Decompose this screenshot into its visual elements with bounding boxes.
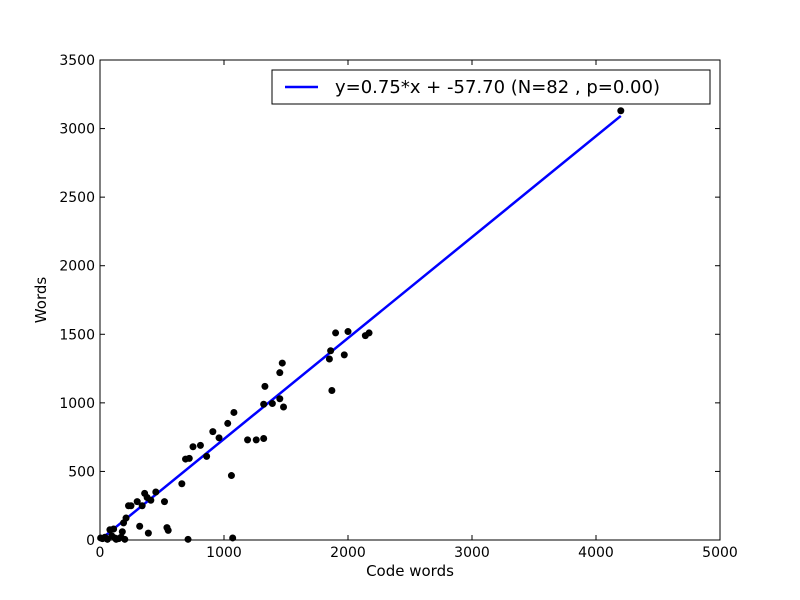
- data-point: [185, 454, 193, 462]
- data-point: [203, 452, 211, 460]
- data-point: [110, 525, 118, 533]
- x-tick-label: 2000: [330, 545, 366, 561]
- data-point: [164, 526, 172, 534]
- data-point: [332, 329, 340, 337]
- data-point: [189, 443, 197, 451]
- data-point: [365, 329, 373, 337]
- y-tick-label: 0: [86, 533, 95, 549]
- data-point: [268, 400, 276, 408]
- y-tick-label: 2000: [59, 259, 95, 275]
- data-point: [127, 502, 135, 510]
- y-tick-label: 3000: [59, 122, 95, 138]
- y-tick-label: 1000: [59, 396, 95, 412]
- data-point: [224, 419, 232, 427]
- data-point: [196, 441, 204, 449]
- data-point: [325, 355, 333, 363]
- y-axis-ticks: 0 500 1000 1500 2000 2500 3000 3500: [59, 53, 720, 549]
- y-axis-label: Words: [32, 277, 50, 324]
- data-point: [227, 472, 235, 480]
- data-point: [138, 502, 146, 510]
- x-tick-label: 5000: [702, 545, 738, 561]
- data-point: [122, 514, 130, 522]
- data-points: [97, 107, 625, 543]
- plot-area: [99, 59, 721, 541]
- data-point: [121, 535, 129, 543]
- y-tick-label: 2500: [59, 190, 95, 206]
- x-tick-label: 3000: [454, 545, 490, 561]
- data-point: [230, 408, 238, 416]
- data-point: [209, 428, 217, 436]
- data-point: [276, 369, 284, 377]
- data-point: [278, 359, 286, 367]
- data-point: [118, 528, 126, 536]
- legend: y=0.75*x + -57.70 (N=82 , p=0.00): [271, 69, 711, 105]
- fit-line: [99, 114, 622, 541]
- data-point: [252, 436, 260, 444]
- data-point: [260, 435, 268, 443]
- data-point: [244, 436, 252, 444]
- data-point: [184, 535, 192, 543]
- data-point: [344, 328, 352, 336]
- x-axis-ticks: 0 1000 2000 3000 4000 5000: [96, 60, 738, 561]
- data-point: [160, 498, 168, 506]
- x-tick-label: 1000: [206, 545, 242, 561]
- data-point: [327, 347, 335, 355]
- data-point: [328, 387, 336, 395]
- data-point: [617, 107, 625, 115]
- y-tick-label: 3500: [59, 53, 95, 69]
- data-point: [133, 498, 141, 506]
- data-point: [261, 382, 269, 390]
- data-point: [229, 534, 237, 542]
- x-axis-label: Code words: [366, 562, 454, 580]
- y-tick-label: 1500: [59, 327, 95, 343]
- data-point: [147, 496, 155, 504]
- y-tick-label: 500: [68, 464, 95, 480]
- legend-box: [271, 69, 711, 105]
- regression-line: [99, 114, 622, 541]
- data-point: [276, 395, 284, 403]
- legend-label: y=0.75*x + -57.70 (N=82 , p=0.00): [335, 77, 660, 98]
- data-point: [340, 351, 348, 359]
- data-point: [144, 529, 152, 537]
- x-tick-label: 4000: [578, 545, 614, 561]
- data-point: [152, 488, 160, 496]
- data-point: [178, 480, 186, 488]
- data-point: [136, 522, 144, 530]
- x-tick-label: 0: [96, 545, 105, 561]
- data-point: [280, 403, 288, 411]
- data-point: [215, 434, 223, 442]
- data-point: [260, 400, 268, 408]
